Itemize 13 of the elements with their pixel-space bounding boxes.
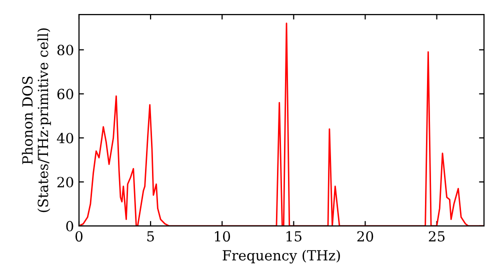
x-tick-label: 20 [357, 231, 374, 242]
x-tick-label: 25 [428, 231, 445, 242]
y-axis-title: Phonon DOS (States/THz·primitive cell) [22, 28, 51, 212]
y-tick-label: 80 [57, 44, 74, 56]
y-tick-label: 60 [57, 88, 74, 100]
y-tick-label: 0 [66, 220, 74, 232]
x-tick-label: 15 [286, 231, 302, 242]
y-tick-label: 20 [57, 176, 74, 188]
y-tick-label: 40 [56, 132, 74, 144]
x-tick-label: 0 [75, 231, 82, 242]
x-tick-label: 5 [147, 231, 154, 242]
x-axis-title: Frequency (THz) [222, 250, 340, 264]
x-tick-label: 10 [214, 231, 230, 242]
